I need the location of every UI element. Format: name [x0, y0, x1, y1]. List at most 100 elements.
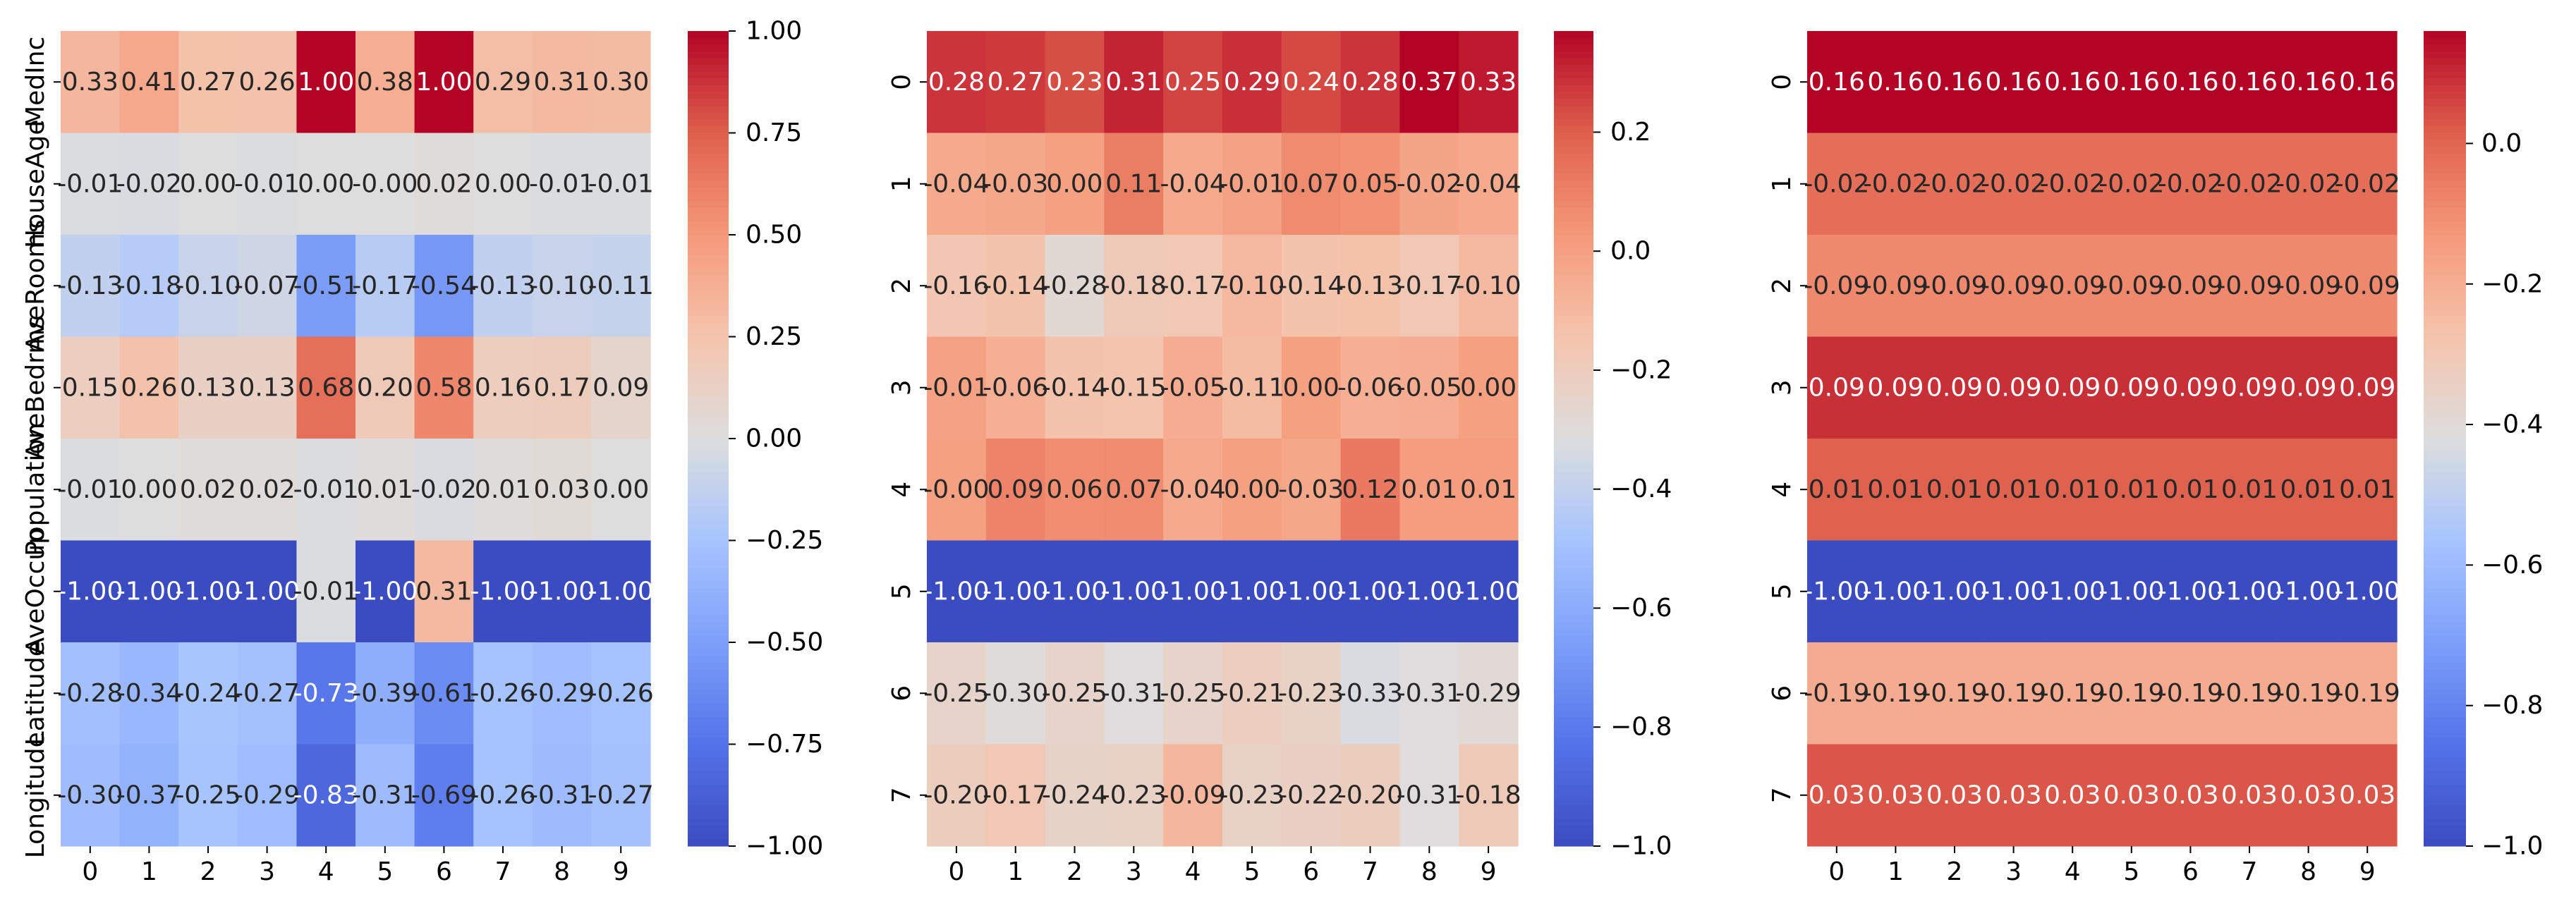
cell-value-label: -1.00: [1278, 577, 1344, 606]
heatmap-cell: [473, 642, 533, 745]
colorbar-segment: [2424, 364, 2466, 372]
heatmap-cell: [356, 540, 415, 643]
y-tick-label: HouseAge: [21, 120, 50, 248]
colorbar-segment: [688, 173, 729, 181]
heatmap-cell: [1104, 540, 1164, 643]
colorbar-segment: [2424, 540, 2466, 548]
cell-value-label: 0.01: [2103, 475, 2160, 504]
heatmap-cell: [119, 31, 179, 134]
colorbar-segment: [1554, 99, 1593, 106]
colorbar-segment: [2424, 458, 2466, 467]
cell-value-label: 0.30: [593, 68, 649, 97]
cell-value-label: -0.02: [2276, 169, 2341, 198]
colorbar-segment: [2424, 615, 2466, 623]
colorbar-segment: [1554, 255, 1593, 263]
cell-value-label: -1.00: [1219, 577, 1284, 606]
cell-value-label: -0.28: [57, 679, 123, 708]
heatmap-cell: [1340, 235, 1400, 338]
colorbar-segment: [1554, 295, 1593, 303]
heatmap-cell: [1399, 642, 1459, 745]
colorbar-segment: [2424, 513, 2466, 521]
heatmap-cell: [1807, 31, 1867, 134]
colorbar-segment: [1554, 302, 1593, 310]
colorbar-segment: [1554, 58, 1593, 66]
heatmap-cell: [296, 235, 356, 338]
heatmap-cell: [532, 642, 592, 745]
heatmap-cell: [2220, 642, 2280, 745]
heatmap-cell: [1983, 540, 2043, 643]
heatmap-cell: [356, 133, 415, 235]
colorbar-segment: [1554, 587, 1593, 596]
cell-value-label: 0.13: [180, 373, 236, 402]
x-tick-label: 5: [1244, 857, 1260, 886]
heatmap-cell: [2220, 133, 2280, 235]
heatmap-cell: [1104, 31, 1164, 134]
heatmap-cell: [237, 642, 297, 745]
heatmap-panel-3: 0.16 0.16 0.16 0.16 0.16 0.16 0.16 0.16 0.16 0.16…: [1768, 31, 2543, 886]
heatmap-cell: [1222, 540, 1282, 643]
colorbar-segment: [2424, 785, 2466, 792]
heatmap-cell: [356, 744, 415, 847]
colorbar-segment: [1554, 92, 1593, 99]
heatmap-cell: [2220, 744, 2280, 847]
heatmap-cell: [1399, 540, 1459, 643]
colorbar-segment: [2424, 533, 2466, 541]
cell-value-label: -1.00: [529, 577, 595, 606]
colorbar-segment: [2424, 323, 2466, 331]
colorbar-segment: [688, 710, 729, 718]
colorbar-segment: [1554, 452, 1593, 460]
heatmap-cell: [1983, 439, 2043, 541]
heatmap-cell: [591, 235, 651, 338]
heatmap-cell: [1222, 744, 1282, 847]
colorbar-segment: [1554, 697, 1593, 704]
heatmap-cell: [1340, 744, 1400, 847]
colorbar-segment: [1554, 404, 1593, 412]
cell-value-label: -0.02: [116, 169, 182, 198]
colorbar-tick-label: 0.00: [746, 424, 802, 453]
heatmap-cell: [414, 642, 474, 745]
cell-value-label: -0.19: [1981, 679, 2046, 708]
colorbar-segment: [2424, 771, 2466, 779]
colorbar-segment: [2424, 316, 2466, 324]
cell-value-label: 0.03: [2221, 781, 2278, 809]
heatmap-cell: [414, 235, 474, 338]
heatmap-cell: [1866, 31, 1926, 134]
colorbar-segment: [688, 37, 729, 45]
cell-value-label: -0.25: [1160, 679, 1226, 708]
heatmap-cell: [473, 336, 533, 439]
heatmap-cell: [237, 31, 297, 134]
heatmap-cell: [178, 133, 238, 235]
x-tick-label: 2: [1947, 857, 1963, 886]
heatmap-cell: [2220, 235, 2280, 338]
cell-value-label: -0.19: [1804, 679, 1869, 708]
cell-value-label: -1.00: [1160, 577, 1226, 606]
heatmap-cell: [1281, 235, 1342, 338]
colorbar-segment: [688, 133, 729, 140]
colorbar-segment: [688, 200, 729, 209]
colorbar-segment: [688, 805, 729, 813]
colorbar-segment: [688, 289, 729, 297]
colorbar-segment: [1554, 513, 1593, 521]
cell-value-label: -0.31: [352, 781, 418, 809]
heatmap-cell: [1222, 642, 1282, 745]
heatmap-cell: [2161, 31, 2220, 134]
cell-value-label: -0.22: [1278, 781, 1344, 809]
heatmap-cell: [178, 439, 238, 541]
heatmap-cell: [1281, 540, 1342, 643]
colorbar-segment: [688, 486, 729, 494]
cell-value-label: -1.00: [352, 577, 418, 606]
cell-value-label: 0.09: [593, 373, 649, 402]
cell-value-label: 0.16: [2044, 68, 2101, 97]
cell-value-label: -0.00: [923, 475, 989, 504]
heatmap-cell: [1104, 439, 1164, 541]
cell-value-label: -1.00: [1397, 577, 1462, 606]
colorbar-segment: [1554, 71, 1593, 80]
colorbar-segment: [2424, 710, 2466, 718]
colorbar-segment: [688, 832, 729, 840]
colorbar-segment: [2424, 649, 2466, 656]
colorbar-segment: [688, 778, 729, 785]
colorbar-segment: [1554, 540, 1593, 548]
heatmap-cell: [927, 744, 987, 847]
colorbar-tick-label: 0.0: [1610, 237, 1651, 266]
heatmap-cell: [2102, 133, 2162, 235]
